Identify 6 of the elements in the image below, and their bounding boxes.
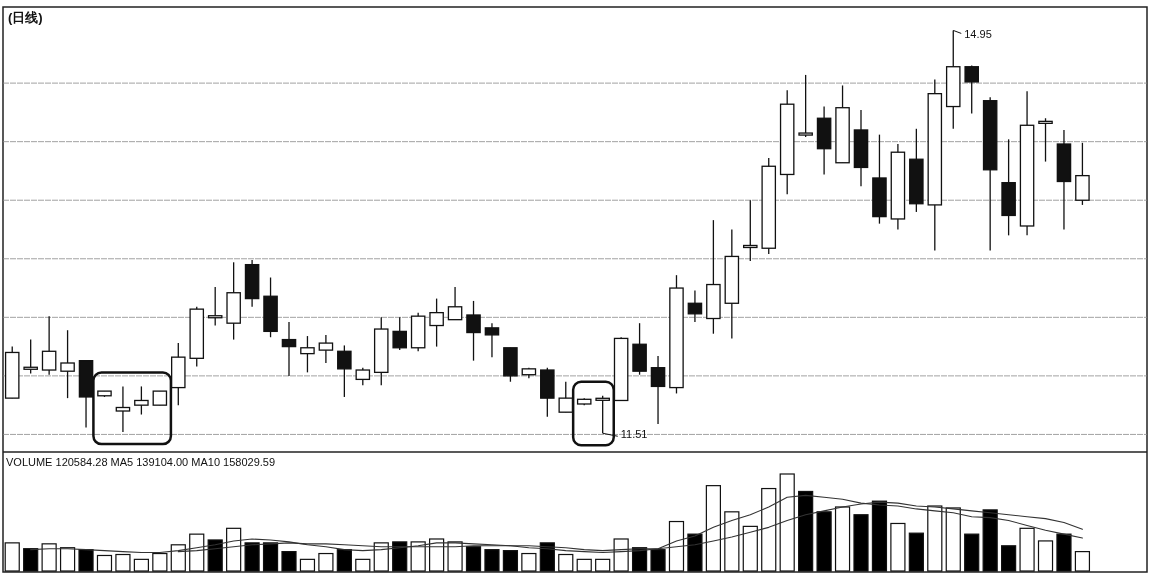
annotation: 11.51 (620, 428, 648, 441)
annotation: 11.51 (602, 428, 648, 441)
annotation: 14.95 (964, 28, 992, 41)
annotation: 14.95 (952, 28, 992, 41)
chart-title: (日线) (8, 10, 43, 25)
chart-title: VOLUME 120584.28 MA5 139104.00 MA10 158029.59 (6, 456, 276, 468)
